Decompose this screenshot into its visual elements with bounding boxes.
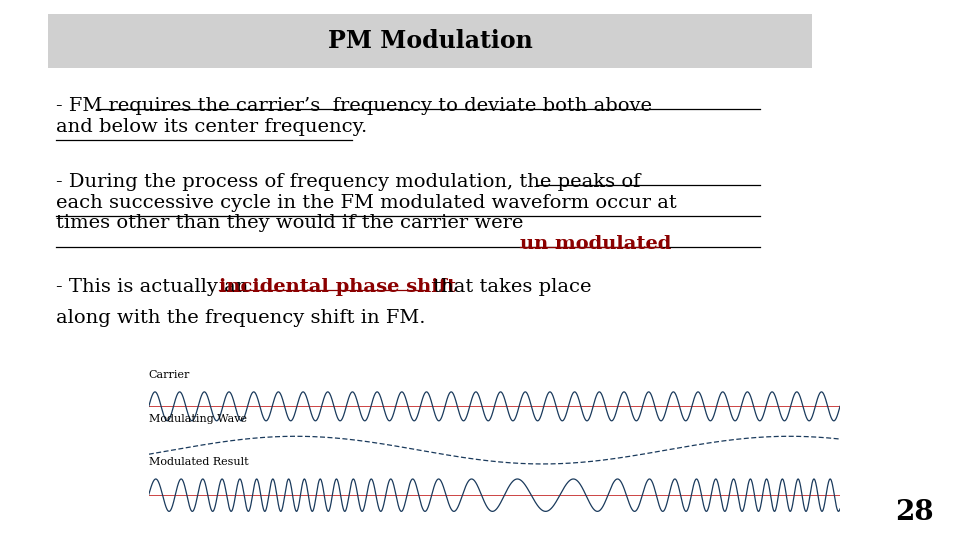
Text: along with the frequency shift in FM.: along with the frequency shift in FM. <box>57 309 426 327</box>
Text: - During the process of frequency modulation, the peaks of
each successive cycle: - During the process of frequency modula… <box>57 173 677 232</box>
Text: Carrier: Carrier <box>149 370 190 380</box>
FancyBboxPatch shape <box>48 14 812 68</box>
Text: Modulated Result: Modulated Result <box>149 457 249 467</box>
Text: incidental phase shift: incidental phase shift <box>219 278 456 296</box>
Text: that takes place: that takes place <box>427 278 592 296</box>
Text: - This is actually an: - This is actually an <box>57 278 255 296</box>
Text: 28: 28 <box>895 500 934 526</box>
Text: un modulated: un modulated <box>520 235 672 253</box>
Text: - FM requires the carrier’s  frequency to deviate both above
and below its cente: - FM requires the carrier’s frequency to… <box>57 97 653 136</box>
Text: PM Modulation: PM Modulation <box>327 29 533 52</box>
Text: Modulating Wave: Modulating Wave <box>149 414 247 424</box>
